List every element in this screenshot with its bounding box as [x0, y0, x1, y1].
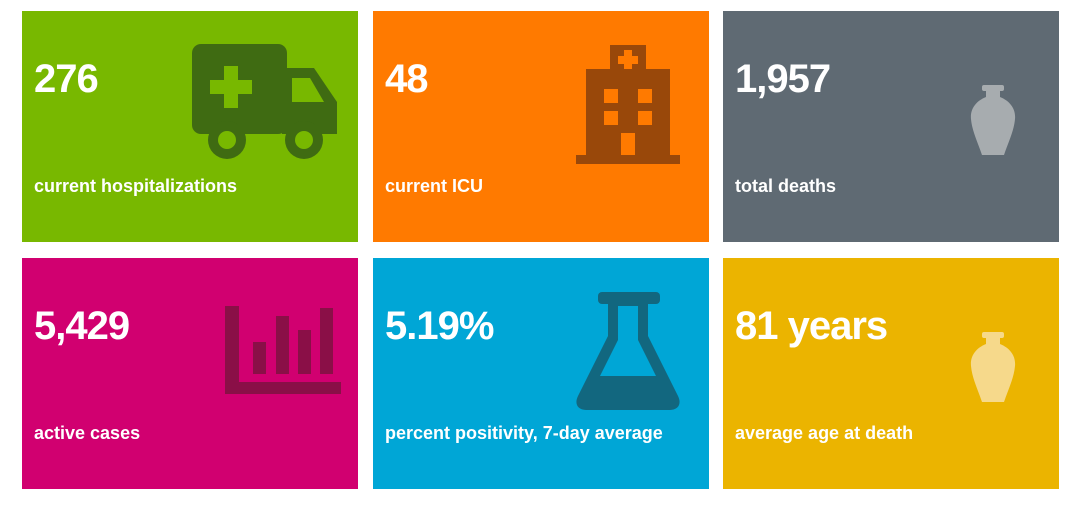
urn-icon [970, 332, 1016, 404]
stat-label: active cases [34, 423, 141, 443]
stat-label: total deaths [735, 176, 837, 196]
stat-tile-icu: 48 current ICU [373, 11, 709, 242]
stat-tile-active-cases: 5,429 active cases [22, 258, 358, 489]
bar-chart-icon [225, 306, 341, 396]
stat-value: 5.19% [385, 304, 494, 348]
stat-value: 5,429 [34, 304, 130, 348]
stat-value: 48 [385, 57, 428, 101]
stat-tile-percent-positivity: 5.19% percent positivity, 7-day average [373, 258, 709, 489]
stat-label: current hospitalizations [34, 176, 238, 196]
stat-label: average age at death [735, 423, 914, 443]
stat-label: current ICU [385, 176, 484, 196]
stat-tile-total-deaths: 1,957 total deaths [723, 11, 1059, 242]
stat-label: percent positivity, 7-day average [385, 423, 663, 443]
stat-value: 1,957 [735, 57, 831, 101]
stat-tile-average-age: 81 years average age at death [723, 258, 1059, 489]
stat-tile-hospitalizations: 276 current hospitalizations [22, 11, 358, 242]
stat-value: 81 years [735, 304, 888, 348]
flask-icon [576, 292, 680, 412]
hospital-icon [576, 45, 680, 165]
ambulance-icon [192, 44, 342, 164]
stat-value: 276 [34, 57, 99, 101]
urn-icon [970, 85, 1016, 157]
